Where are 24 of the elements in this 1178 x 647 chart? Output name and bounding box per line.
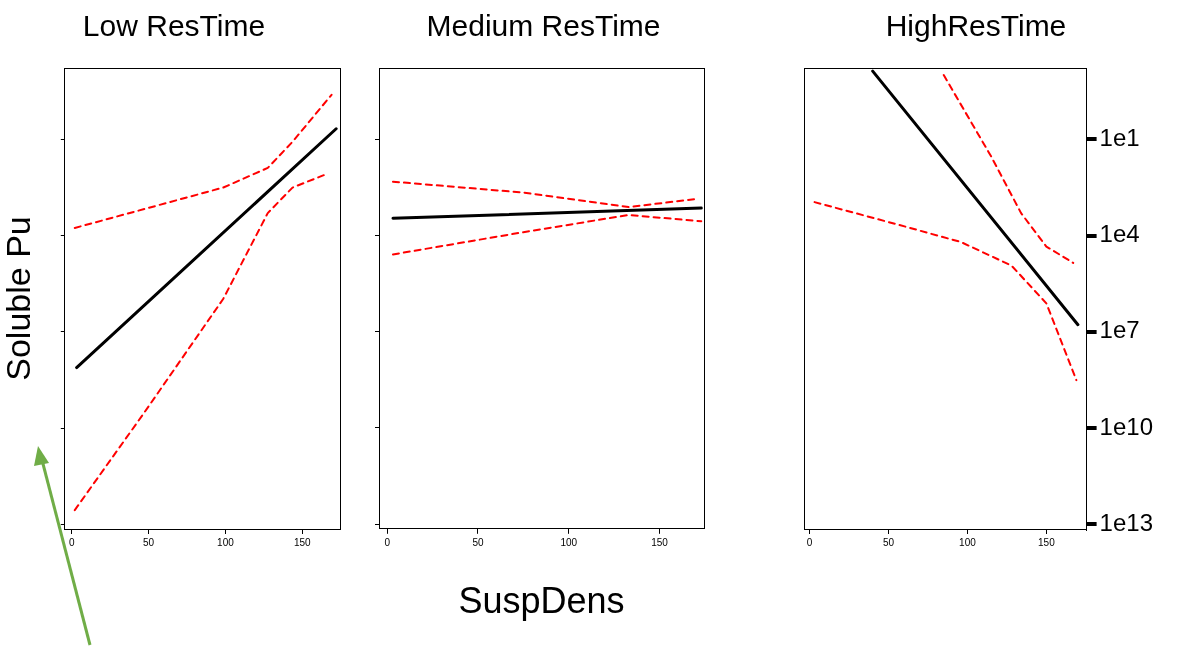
- x-tick-label: 150: [1038, 536, 1056, 548]
- line-series: [942, 74, 1075, 264]
- chart-title: HighResTime: [885, 9, 1067, 43]
- x-tick-label: 150: [651, 536, 669, 548]
- x-tick-label: 50: [143, 536, 155, 548]
- x-axis-title: SuspDens: [458, 580, 625, 622]
- chart-title: Medium ResTime: [426, 9, 661, 43]
- y-tick-label: 1e13: [1099, 508, 1153, 536]
- line-series: [813, 201, 1078, 382]
- y-axis-title: Soluble Pu: [0, 216, 37, 381]
- x-tick-label: 0: [806, 536, 813, 548]
- x-tick-label: 0: [68, 536, 75, 548]
- y-tick-label: 1e7: [1099, 316, 1140, 344]
- x-tick-label: 100: [217, 536, 235, 548]
- chart-title: Low ResTime: [82, 9, 266, 43]
- x-tick-label: 50: [882, 536, 895, 548]
- x-tick-label: 50: [472, 536, 484, 548]
- y-tick-label: 1e4: [1099, 220, 1140, 248]
- x-tick-label: 100: [560, 536, 578, 548]
- x-tick-label: 150: [293, 536, 312, 548]
- x-tick-label: 0: [384, 536, 391, 548]
- y-tick-label: 1e1: [1099, 123, 1140, 151]
- x-tick-label: 100: [959, 536, 977, 548]
- y-tick-label: 1e10: [1099, 412, 1153, 440]
